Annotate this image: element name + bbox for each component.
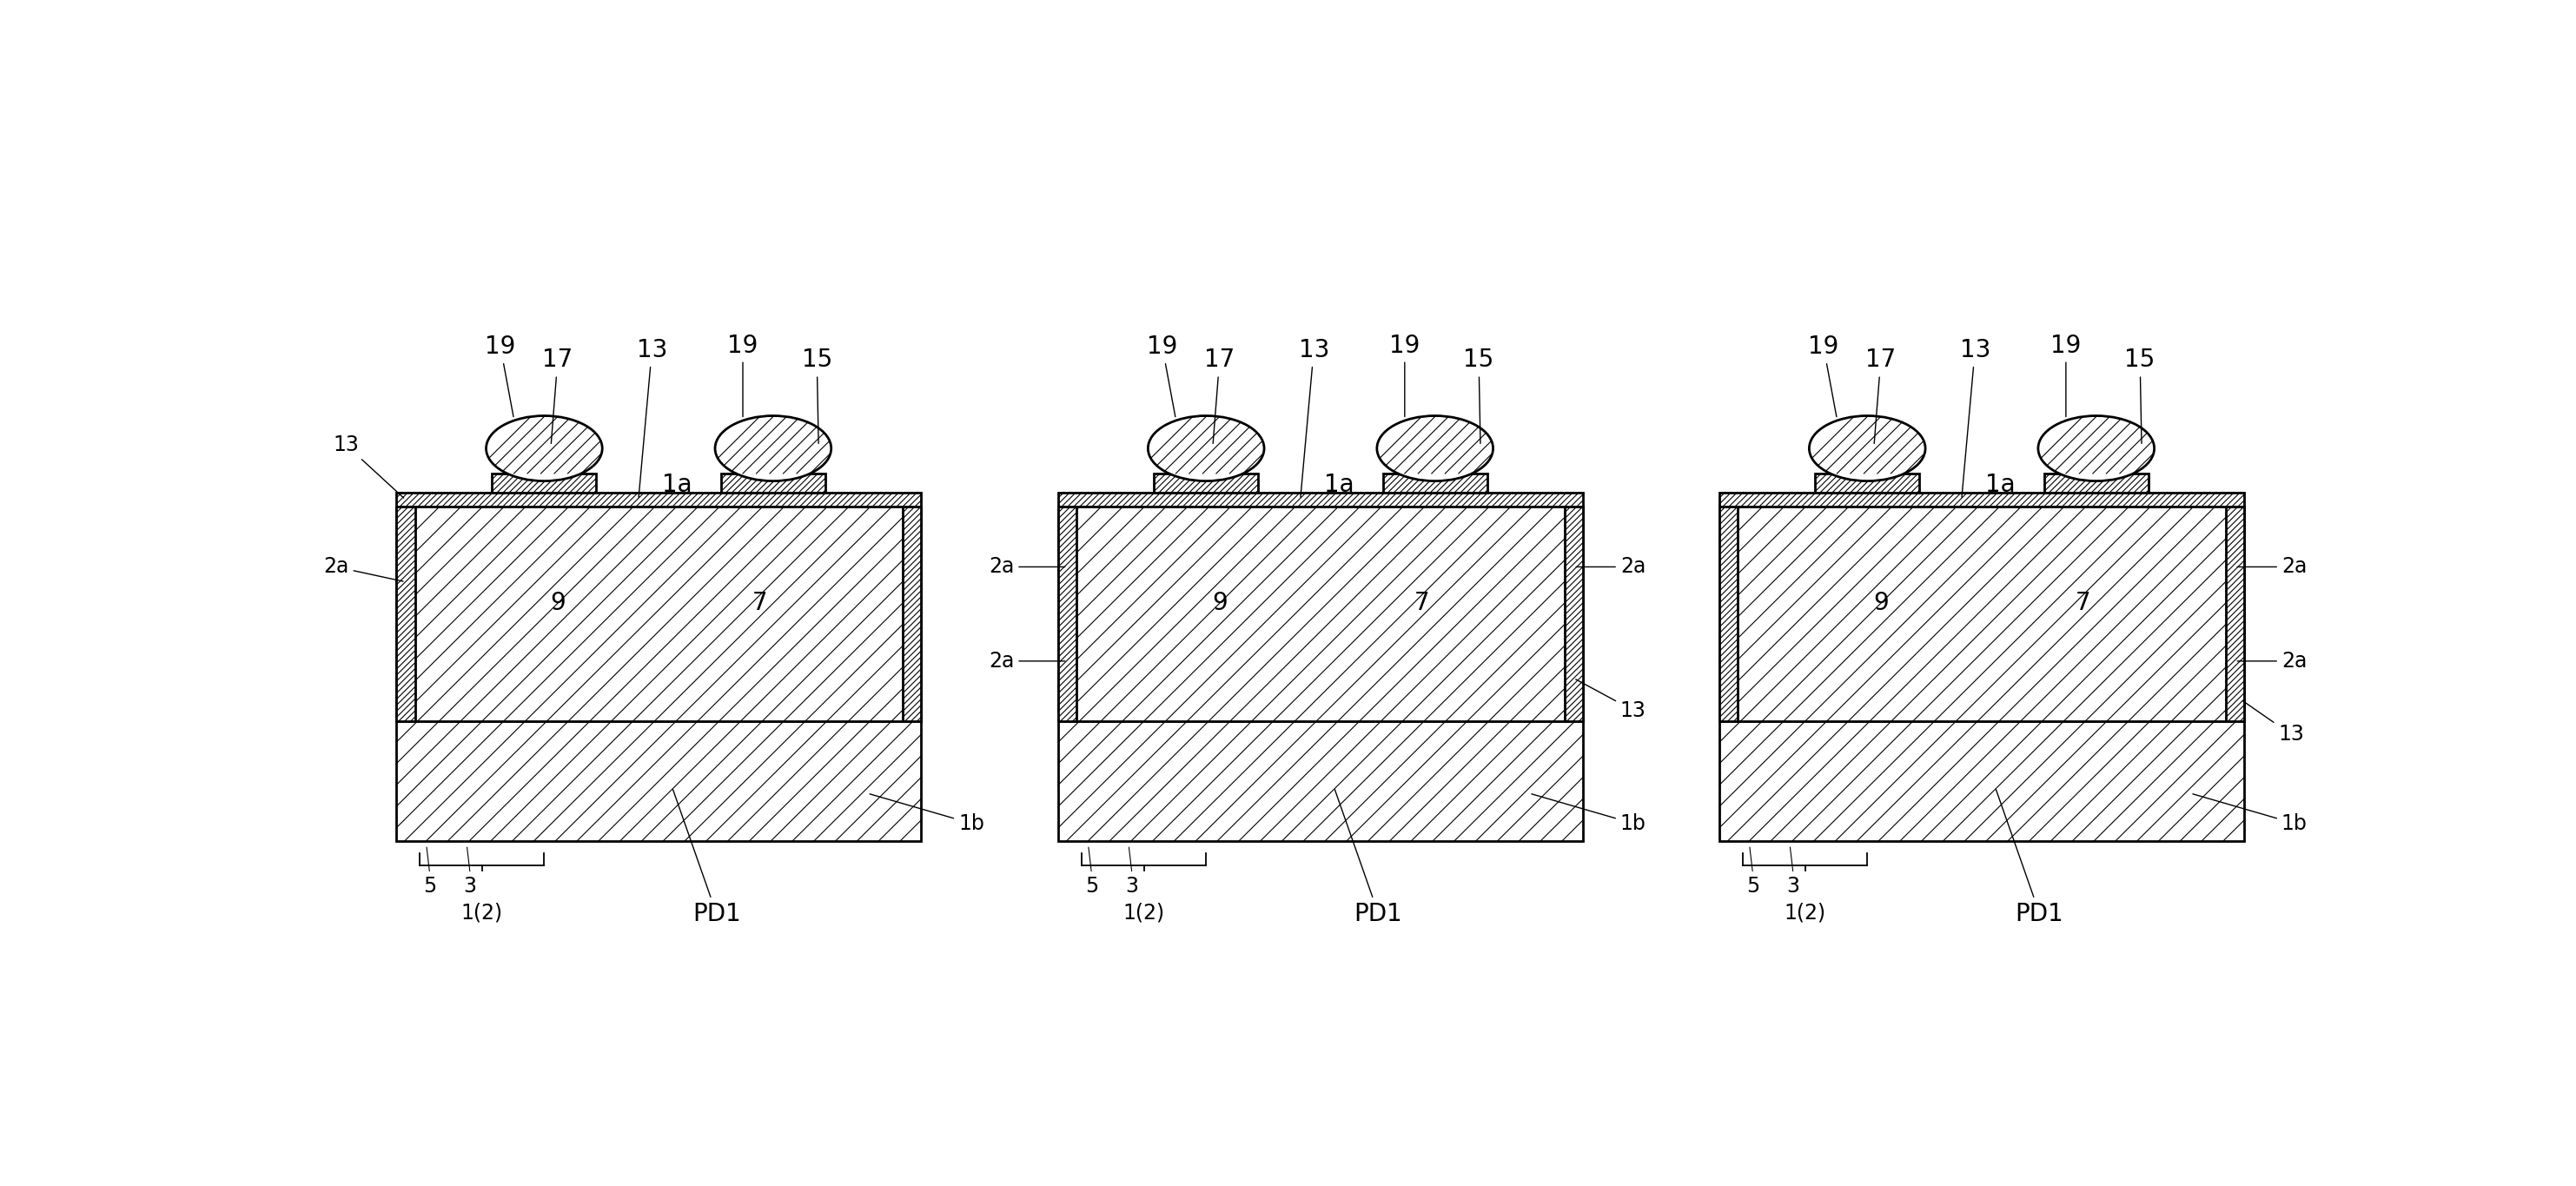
Text: 3: 3 <box>1126 875 1139 897</box>
Ellipse shape <box>1149 416 1265 482</box>
Text: 9: 9 <box>1873 591 1888 616</box>
Text: 1b: 1b <box>1533 793 1646 834</box>
Text: 15: 15 <box>1463 347 1494 444</box>
Bar <box>1718 721 2244 841</box>
Text: 3: 3 <box>1788 875 1801 897</box>
Text: 19: 19 <box>484 334 515 416</box>
Text: 2a: 2a <box>1577 556 1646 578</box>
Ellipse shape <box>716 416 832 482</box>
Text: PD1: PD1 <box>672 790 742 926</box>
Text: 1b: 1b <box>871 793 984 834</box>
Text: 15: 15 <box>801 347 832 444</box>
Text: 13: 13 <box>1577 680 1646 721</box>
Ellipse shape <box>1378 416 1494 482</box>
Text: 7: 7 <box>752 591 768 616</box>
Bar <box>2043 473 2148 492</box>
Text: 13: 13 <box>1960 338 1991 497</box>
Ellipse shape <box>2038 416 2154 482</box>
Text: 9: 9 <box>549 591 564 616</box>
Bar <box>721 473 824 492</box>
Text: 2a: 2a <box>989 556 1064 578</box>
Text: 19: 19 <box>2050 333 2081 416</box>
Text: 19: 19 <box>726 333 757 416</box>
Bar <box>1059 721 1584 841</box>
Text: 1a: 1a <box>1986 472 2014 497</box>
Text: 17: 17 <box>1203 347 1234 444</box>
Text: 2a: 2a <box>2239 556 2308 578</box>
Text: 1a: 1a <box>1324 472 1355 497</box>
Bar <box>1564 506 1584 721</box>
Bar <box>1059 506 1584 721</box>
Ellipse shape <box>1808 416 1924 482</box>
Bar <box>1059 506 1077 721</box>
Text: 2a: 2a <box>989 651 1064 671</box>
Bar <box>1718 492 2244 506</box>
Text: 7: 7 <box>1414 591 1430 616</box>
Text: 19: 19 <box>1808 334 1839 416</box>
Bar <box>397 506 922 721</box>
Text: 19: 19 <box>1388 333 1419 416</box>
Text: 13: 13 <box>1298 338 1329 497</box>
Text: 19: 19 <box>1146 334 1177 416</box>
Bar <box>1154 473 1257 492</box>
Text: 1b: 1b <box>2192 793 2308 834</box>
Bar <box>397 506 415 721</box>
Text: 1(2): 1(2) <box>461 903 502 923</box>
Bar <box>397 721 922 841</box>
Text: PD1: PD1 <box>1996 790 2063 926</box>
Bar <box>1718 506 2244 721</box>
Bar <box>902 506 922 721</box>
Text: 5: 5 <box>1747 875 1759 897</box>
Bar <box>1059 492 1584 506</box>
Text: 13: 13 <box>2244 701 2303 745</box>
Text: PD1: PD1 <box>1334 790 1404 926</box>
Bar <box>1383 473 1486 492</box>
Text: 2a: 2a <box>2239 651 2308 671</box>
Bar <box>1718 506 1739 721</box>
Text: 1(2): 1(2) <box>1123 903 1164 923</box>
Text: 7: 7 <box>2076 591 2089 616</box>
Text: 15: 15 <box>2125 347 2156 444</box>
Bar <box>397 492 922 506</box>
Text: 17: 17 <box>1865 347 1896 444</box>
Text: 2a: 2a <box>325 556 402 581</box>
Bar <box>492 473 598 492</box>
Text: 9: 9 <box>1211 591 1226 616</box>
Bar <box>2226 506 2244 721</box>
Bar <box>1816 473 1919 492</box>
Text: 3: 3 <box>464 875 477 897</box>
Text: 13: 13 <box>636 338 667 497</box>
Text: 1(2): 1(2) <box>1785 903 1826 923</box>
Text: 17: 17 <box>544 347 572 444</box>
Text: 1a: 1a <box>662 472 693 497</box>
Text: 5: 5 <box>422 875 435 897</box>
Ellipse shape <box>487 416 603 482</box>
Text: 13: 13 <box>332 434 404 498</box>
Text: 5: 5 <box>1084 875 1097 897</box>
